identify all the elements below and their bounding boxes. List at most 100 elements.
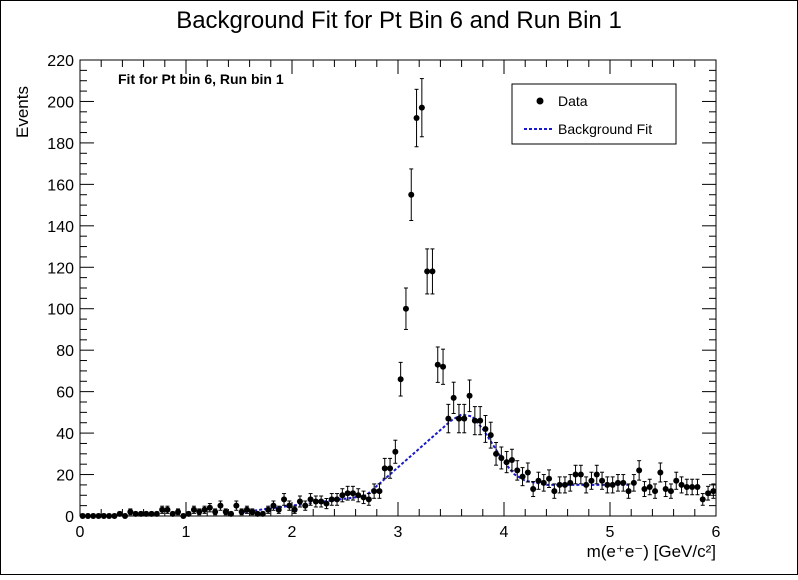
data-point xyxy=(572,471,579,478)
data-point xyxy=(159,506,166,513)
x-axis-label: m(e⁺e⁻) [GeV/c²] xyxy=(587,542,716,561)
data-point xyxy=(270,502,277,509)
data-point xyxy=(296,498,303,505)
y-tick-label: 100 xyxy=(47,302,74,319)
data-point xyxy=(646,483,653,490)
data-point xyxy=(567,479,574,486)
data-point xyxy=(137,510,144,517)
data-point xyxy=(360,494,367,501)
data-point xyxy=(201,506,208,513)
data-point xyxy=(498,454,505,461)
data-point xyxy=(312,498,319,505)
series-layer xyxy=(79,78,717,519)
data-point xyxy=(641,486,648,493)
data-point xyxy=(402,305,409,312)
data-point xyxy=(418,104,425,111)
data-point xyxy=(440,363,447,370)
data-point xyxy=(286,502,293,509)
data-point xyxy=(175,508,182,515)
data-point xyxy=(689,483,696,490)
data-point xyxy=(503,459,510,466)
data-point xyxy=(593,471,600,478)
data-point xyxy=(196,508,203,515)
data-point xyxy=(455,415,462,422)
data-point xyxy=(556,481,563,488)
data-point xyxy=(392,448,399,455)
data-point xyxy=(530,486,537,493)
y-tick-label: 200 xyxy=(47,94,74,111)
data-point xyxy=(79,513,86,519)
data-point xyxy=(699,496,706,503)
data-point xyxy=(84,513,91,519)
data-point xyxy=(180,513,187,519)
x-tick-label: 5 xyxy=(606,524,615,541)
legend-data-marker xyxy=(536,97,544,105)
data-point xyxy=(482,425,489,432)
data-point xyxy=(434,361,441,368)
data-point xyxy=(519,473,526,480)
data-point xyxy=(365,496,372,503)
data-point xyxy=(217,502,224,509)
data-point xyxy=(614,479,621,486)
data-point xyxy=(678,481,685,488)
data-point xyxy=(461,415,468,422)
data-point xyxy=(620,479,627,486)
data-point xyxy=(710,488,717,495)
data-point xyxy=(100,513,107,519)
legend-data-label: Data xyxy=(558,93,588,109)
data-point xyxy=(318,498,325,505)
data-point xyxy=(349,490,356,497)
data-point xyxy=(334,496,341,503)
data-point xyxy=(122,513,129,519)
data-point xyxy=(673,477,680,484)
data-point xyxy=(233,502,240,509)
data-point xyxy=(169,510,176,517)
data-point xyxy=(143,510,150,517)
data-point xyxy=(625,488,632,495)
data-point xyxy=(339,492,346,499)
legend-box xyxy=(511,83,677,145)
legend-fit-label: Background Fit xyxy=(558,121,652,137)
y-axis: 0 20 40 60 80 100 120 140 160 180 200 220 xyxy=(47,53,716,526)
y-tick-label: 160 xyxy=(47,177,74,194)
y-tick-label: 80 xyxy=(56,343,74,360)
x-tick-label: 3 xyxy=(394,524,403,541)
y-tick-label: 120 xyxy=(47,260,74,277)
data-point xyxy=(132,510,139,517)
data-point xyxy=(387,465,394,472)
x-tick-label: 1 xyxy=(182,524,191,541)
data-point xyxy=(514,467,521,474)
data-point xyxy=(397,376,404,383)
data-point xyxy=(694,483,701,490)
data-point xyxy=(323,500,330,507)
y-tick-label: 60 xyxy=(56,385,74,402)
data-point xyxy=(222,508,229,515)
data-point xyxy=(344,490,351,497)
data-point xyxy=(445,415,452,422)
data-point xyxy=(291,506,298,513)
y-tick-label: 220 xyxy=(47,53,74,70)
data-point xyxy=(106,513,113,519)
data-point xyxy=(524,469,531,476)
chart-title: Background Fit for Pt Bin 6 and Run Bin … xyxy=(176,7,622,34)
data-point xyxy=(254,510,261,517)
x-tick-label: 2 xyxy=(288,524,297,541)
data-point xyxy=(540,479,547,486)
data-point xyxy=(535,477,542,484)
data-point xyxy=(111,513,118,519)
data-point xyxy=(609,481,616,488)
data-point xyxy=(212,508,219,515)
data-point xyxy=(206,504,213,511)
x-axis: 0 1 2 3 4 5 6 xyxy=(76,60,721,541)
data-point xyxy=(371,488,378,495)
data-point xyxy=(376,488,383,495)
data-point xyxy=(588,477,595,484)
y-tick-label: 20 xyxy=(56,468,74,485)
data-point xyxy=(657,469,664,476)
y-tick-label: 40 xyxy=(56,426,74,443)
data-point xyxy=(164,506,171,513)
data-point xyxy=(662,486,669,493)
data-point xyxy=(466,392,473,399)
legend: Data Background Fit xyxy=(511,83,677,145)
